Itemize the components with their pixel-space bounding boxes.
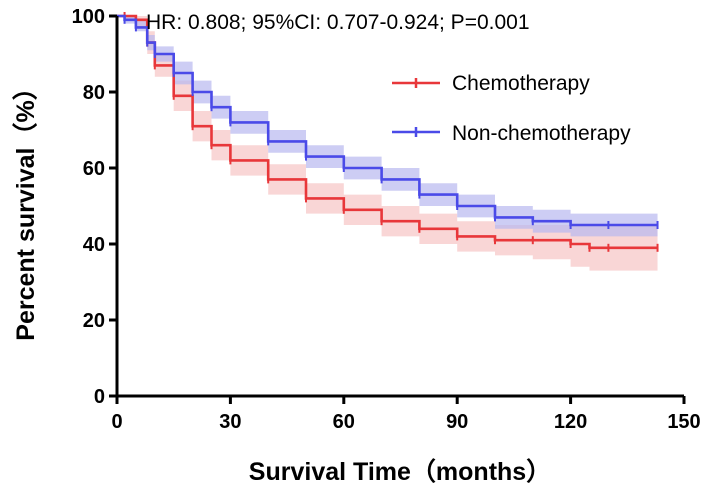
x-tick-label: 90 (446, 411, 468, 433)
y-tick-label: 60 (83, 158, 105, 180)
y-tick-label: 0 (94, 386, 105, 408)
legend-label-chemotherapy: Chemotherapy (452, 72, 590, 95)
survival-curves (117, 12, 659, 252)
legend-item-chemotherapy: Chemotherapy (392, 72, 590, 95)
ci-band-non-chemotherapy (117, 16, 658, 237)
y-tick-label: 100 (72, 6, 105, 28)
x-axis-ticks: 0 30 60 90 120 150 (111, 396, 701, 433)
x-tick-label: 0 (111, 411, 122, 433)
y-tick-label: 80 (83, 82, 105, 104)
x-axis-title: Survival Time（months） (249, 457, 551, 486)
axes (115, 16, 684, 398)
x-tick-label: 30 (219, 411, 241, 433)
x-tick-label: 60 (333, 411, 355, 433)
y-axis-title: Percent survival（%） (11, 75, 40, 340)
legend: Chemotherapy Non-chemotherapy (392, 72, 631, 145)
legend-label-non-chemotherapy: Non-chemotherapy (452, 122, 631, 145)
legend-item-non-chemotherapy: Non-chemotherapy (392, 122, 631, 145)
ci-band-chemotherapy (117, 16, 658, 271)
y-tick-label: 20 (83, 310, 105, 332)
hazard-ratio-annotation: HR: 0.808; 95%CI: 0.707-0.924; P=0.001 (146, 11, 530, 34)
confidence-bands (117, 16, 658, 271)
y-axis-ticks: 0 20 40 60 80 100 (72, 6, 117, 408)
x-tick-label: 150 (667, 411, 700, 433)
x-tick-label: 120 (554, 411, 587, 433)
y-tick-label: 40 (83, 234, 105, 256)
